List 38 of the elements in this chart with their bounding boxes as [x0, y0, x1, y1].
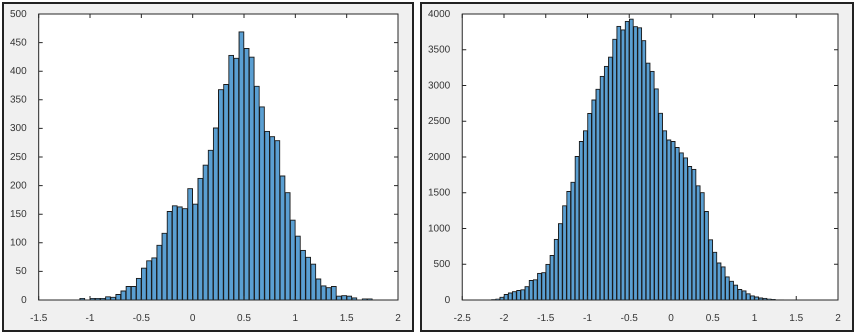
y-tick-label: 100 [10, 238, 28, 249]
x-tick-label: -2.5 [454, 312, 472, 324]
y-tick-label: 450 [10, 37, 28, 48]
x-tick-label: -1 [86, 312, 95, 324]
x-tick-label: 2 [395, 312, 402, 324]
y-tick-label: 150 [10, 208, 28, 220]
y-tick-label: 1500 [428, 188, 451, 198]
y-tick-label: 500 [10, 8, 28, 20]
x-tick-label: 0 [668, 312, 674, 324]
x-tick-label: 1 [752, 312, 758, 324]
y-tick-label: 0 [444, 294, 451, 306]
x-tick-label: 1 [292, 312, 299, 324]
x-tick-label: -0.5 [132, 312, 150, 324]
x-tick-label: -1.5 [30, 312, 48, 324]
y-tick-label: 2000 [428, 152, 451, 163]
y-tick-label: 500 [434, 259, 451, 270]
x-tick-label: -1 [583, 312, 592, 324]
x-tick-label: 1.5 [340, 312, 354, 324]
y-tick-label: 200 [10, 180, 28, 192]
y-tick-label: 2500 [428, 116, 451, 127]
x-tick-label: 1.5 [789, 312, 804, 324]
x-tick-label: -0.5 [620, 312, 638, 324]
x-tick-label: 0.5 [237, 312, 252, 324]
y-tick-label: 3000 [428, 80, 451, 92]
y-tick-label: 50 [16, 266, 28, 278]
y-tick-label: 400 [10, 66, 28, 77]
y-tick-label: 300 [10, 123, 28, 134]
x-tick-label: 2 [835, 312, 842, 324]
x-tick-label: 0 [190, 312, 196, 324]
x-tick-label: -2 [500, 312, 509, 324]
y-tick-label: 1000 [428, 223, 451, 234]
y-tick-label: 3500 [428, 44, 451, 56]
x-tick-label: -1.5 [537, 312, 555, 324]
y-tick-label: 250 [10, 152, 28, 163]
x-tick-label: 0.5 [706, 312, 720, 324]
y-tick-label: 350 [10, 94, 28, 106]
y-tick-label: 0 [21, 294, 28, 306]
y-tick-label: 4000 [428, 8, 451, 20]
